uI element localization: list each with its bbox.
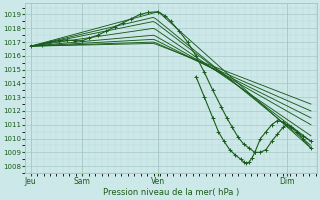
X-axis label: Pression niveau de la mer( hPa ): Pression niveau de la mer( hPa ) xyxy=(103,188,239,197)
